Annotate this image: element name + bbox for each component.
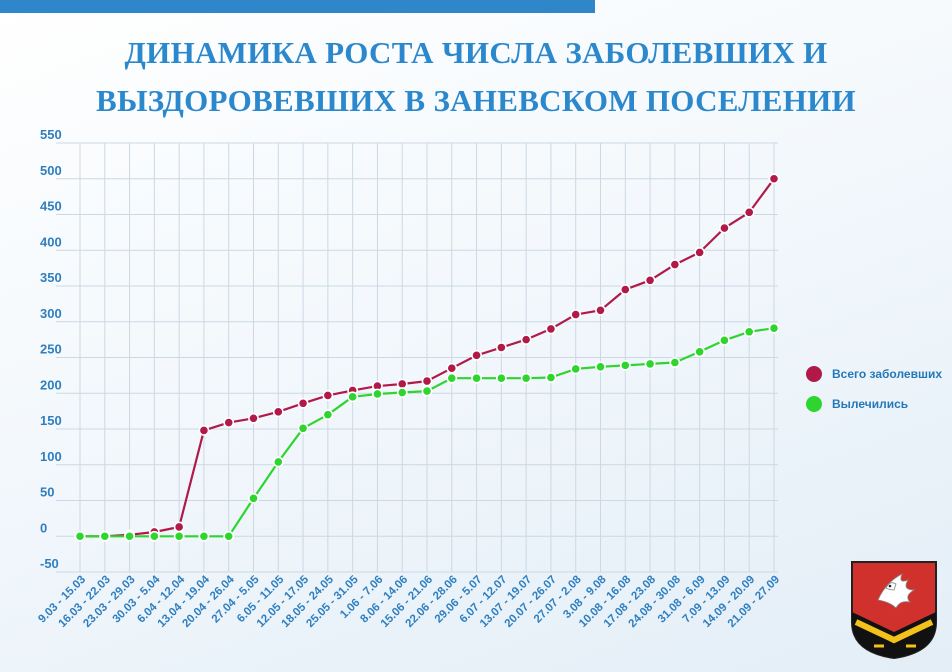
data-point-recovered bbox=[421, 385, 433, 397]
data-point-sick bbox=[322, 389, 334, 401]
legend-item-sick: Всего заболевших bbox=[806, 366, 942, 382]
legend-item-recovered: Вылечились bbox=[806, 396, 942, 412]
coat-of-arms-emblem bbox=[851, 561, 937, 660]
data-point-recovered bbox=[322, 409, 334, 421]
data-point-sick bbox=[446, 362, 458, 374]
y-tick-label: 200 bbox=[40, 377, 62, 392]
data-point-recovered bbox=[124, 530, 135, 542]
data-point-sick bbox=[198, 425, 210, 436]
data-point-recovered bbox=[495, 372, 507, 384]
data-point-sick bbox=[743, 206, 755, 218]
data-point-recovered bbox=[743, 326, 755, 338]
data-point-sick bbox=[595, 304, 606, 316]
y-tick-label: 50 bbox=[40, 485, 54, 500]
data-point-sick bbox=[421, 375, 433, 387]
data-point-recovered bbox=[248, 492, 259, 504]
data-point-sick bbox=[297, 397, 309, 409]
data-point-recovered bbox=[471, 372, 482, 384]
data-point-sick bbox=[495, 342, 507, 353]
y-tick-label: 300 bbox=[40, 306, 62, 321]
data-point-recovered bbox=[297, 422, 309, 434]
data-point-recovered bbox=[619, 359, 631, 371]
chart-legend: Всего заболевших Вылечились bbox=[806, 366, 942, 426]
data-point-recovered bbox=[223, 530, 235, 542]
y-tick-label: 0 bbox=[40, 520, 47, 535]
y-tick-label: 500 bbox=[40, 163, 62, 178]
y-tick-label: 150 bbox=[40, 413, 62, 428]
data-point-recovered bbox=[198, 530, 210, 542]
data-point-recovered bbox=[545, 372, 557, 383]
y-tick-label: 100 bbox=[40, 449, 62, 464]
y-tick-label: 350 bbox=[40, 270, 62, 285]
legend-marker-sick bbox=[806, 366, 822, 382]
data-point-recovered bbox=[347, 391, 359, 403]
data-point-sick bbox=[223, 417, 235, 428]
page-title-line-2: ВЫЗДОРОВЕВШИХ В ЗАНЕВСКОМ ПОСЕЛЕНИИ bbox=[96, 83, 856, 118]
data-point-recovered bbox=[768, 322, 780, 334]
data-point-recovered bbox=[694, 346, 706, 358]
legend-marker-recovered bbox=[806, 396, 822, 412]
data-point-recovered bbox=[396, 387, 408, 398]
y-tick-label: 450 bbox=[40, 199, 62, 214]
data-point-recovered bbox=[595, 361, 606, 373]
y-tick-label: 550 bbox=[40, 127, 62, 142]
data-point-sick bbox=[570, 309, 582, 320]
legend-label-recovered: Вылечились bbox=[832, 397, 909, 411]
data-point-recovered bbox=[74, 530, 86, 542]
data-point-sick bbox=[669, 259, 681, 270]
data-point-sick bbox=[644, 274, 656, 286]
data-point-recovered bbox=[272, 456, 284, 468]
data-point-sick bbox=[471, 349, 482, 361]
data-point-sick bbox=[768, 173, 780, 185]
data-point-sick bbox=[694, 246, 706, 258]
page-title-line-1: ДИНАМИКА РОСТА ЧИСЛА ЗАБОЛЕВШИХ И bbox=[124, 35, 828, 70]
data-point-recovered bbox=[148, 530, 160, 542]
data-point-sick bbox=[719, 222, 730, 234]
y-tick-label: -50 bbox=[40, 556, 59, 571]
data-point-recovered bbox=[372, 388, 383, 400]
data-point-recovered bbox=[570, 363, 582, 375]
top-accent-bar bbox=[0, 0, 595, 13]
data-point-sick bbox=[520, 334, 532, 346]
data-point-recovered bbox=[719, 334, 730, 346]
data-point-recovered bbox=[669, 357, 681, 368]
legend-label-sick: Всего заболевших bbox=[832, 367, 943, 381]
data-point-sick bbox=[173, 521, 185, 533]
data-point-recovered bbox=[173, 530, 185, 542]
data-point-sick bbox=[248, 412, 259, 424]
y-tick-label: 250 bbox=[40, 342, 62, 357]
data-point-recovered bbox=[99, 530, 111, 542]
data-point-recovered bbox=[446, 372, 458, 384]
data-point-recovered bbox=[644, 358, 656, 370]
data-point-sick bbox=[272, 406, 284, 418]
data-point-recovered bbox=[520, 372, 532, 384]
y-tick-label: 400 bbox=[40, 234, 62, 249]
data-point-sick bbox=[545, 323, 557, 335]
data-point-sick bbox=[619, 284, 631, 295]
